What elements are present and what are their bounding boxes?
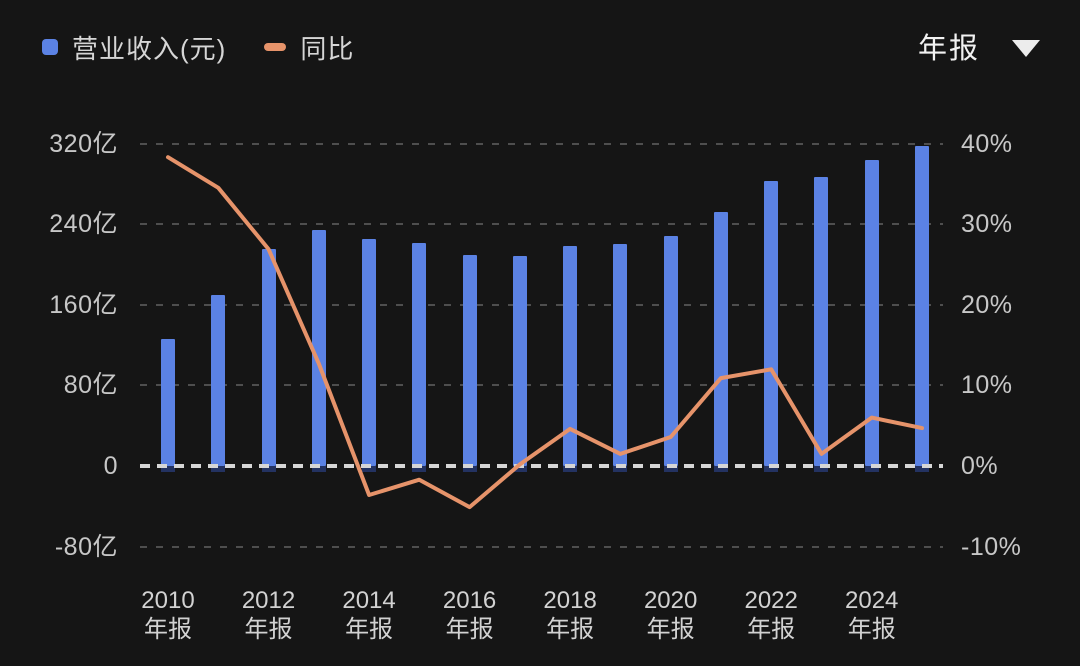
x-axis-label: 2014 年报	[299, 586, 439, 644]
y-axis-label-left: 240亿	[49, 210, 118, 239]
x-axis-period: 年报	[747, 616, 796, 643]
x-axis-period: 年报	[445, 616, 494, 643]
revenue-bar	[161, 339, 175, 466]
revenue-legend-label: 营业收入(元)	[72, 33, 227, 64]
yoy-line-path	[166, 155, 924, 510]
x-axis-year: 2020	[643, 587, 698, 614]
revenue-bar	[261, 249, 276, 466]
revenue-bar	[864, 159, 879, 466]
x-axis-period: 年报	[847, 616, 896, 643]
revenue-bar	[563, 246, 578, 466]
y-axis-label-left: 320亿	[49, 129, 118, 158]
revenue-bar	[512, 256, 527, 466]
y-axis-label-left: -80亿	[54, 532, 118, 561]
x-axis-label: 2012 年报	[199, 586, 339, 644]
x-axis-label: 2022 年报	[701, 586, 841, 644]
revenue-bar-swatch-icon	[42, 39, 58, 55]
legend-item-yoy[interactable]: 同比	[264, 29, 354, 66]
x-axis-period: 年报	[546, 616, 595, 643]
revenue-bar	[412, 243, 427, 466]
report-period-value: 年报	[917, 33, 980, 65]
x-axis-label: 2024 年报	[802, 586, 942, 644]
y-axis-label-right: 20%	[961, 290, 1013, 319]
revenue-bar	[613, 244, 628, 466]
revenue-bar	[814, 176, 829, 466]
legend-item-revenue[interactable]: 营业收入(元)	[42, 29, 226, 66]
x-axis-year: 2018	[543, 587, 597, 614]
yoy-line-swatch-icon	[264, 43, 287, 51]
y-axis-label-right: 30%	[961, 210, 1013, 239]
revenue-bar	[362, 239, 377, 466]
revenue-bar	[462, 255, 477, 466]
x-axis-year: 2022	[744, 587, 798, 614]
revenue-bar	[764, 180, 779, 466]
revenue-bar	[663, 236, 678, 466]
x-axis-year: 2016	[442, 587, 497, 614]
revenue-bar	[211, 294, 226, 466]
x-axis-year: 2012	[241, 587, 296, 614]
x-axis-period: 年报	[144, 616, 192, 643]
y-axis-label-right: 0%	[961, 452, 999, 480]
x-axis-label: 2020 年报	[601, 586, 741, 644]
revenue-bar	[311, 230, 326, 466]
y-axis-label-right: -10%	[961, 532, 1022, 561]
chart-legend: 营业收入(元) 同比	[42, 30, 354, 64]
y-axis-label-left: 160亿	[49, 290, 118, 319]
x-axis-label: 2016 年报	[400, 586, 540, 644]
x-axis-period: 年报	[244, 616, 293, 643]
gridline	[140, 142, 943, 145]
y-axis-label-right: 40%	[961, 129, 1013, 158]
x-axis-year: 2024	[845, 587, 899, 614]
x-axis-label: 2018 年报	[500, 586, 640, 644]
zero-gridline	[140, 464, 943, 468]
gridline	[140, 545, 943, 548]
y-axis-label-right: 10%	[961, 371, 1013, 400]
yoy-legend-label: 同比	[300, 33, 355, 64]
y-axis-label-left: 0	[103, 452, 118, 480]
revenue-bar	[713, 212, 728, 466]
x-axis-label: 2010 年报	[98, 586, 238, 644]
chevron-down-icon	[1012, 39, 1040, 57]
report-period-dropdown[interactable]: 年报	[918, 26, 1040, 66]
x-axis-period: 年报	[646, 616, 695, 643]
y-axis-label-left: 80亿	[63, 371, 118, 400]
x-axis-year: 2014	[342, 587, 396, 614]
x-axis-period: 年报	[345, 616, 394, 643]
x-axis-year: 2010	[141, 587, 195, 614]
revenue-bar	[915, 145, 929, 466]
